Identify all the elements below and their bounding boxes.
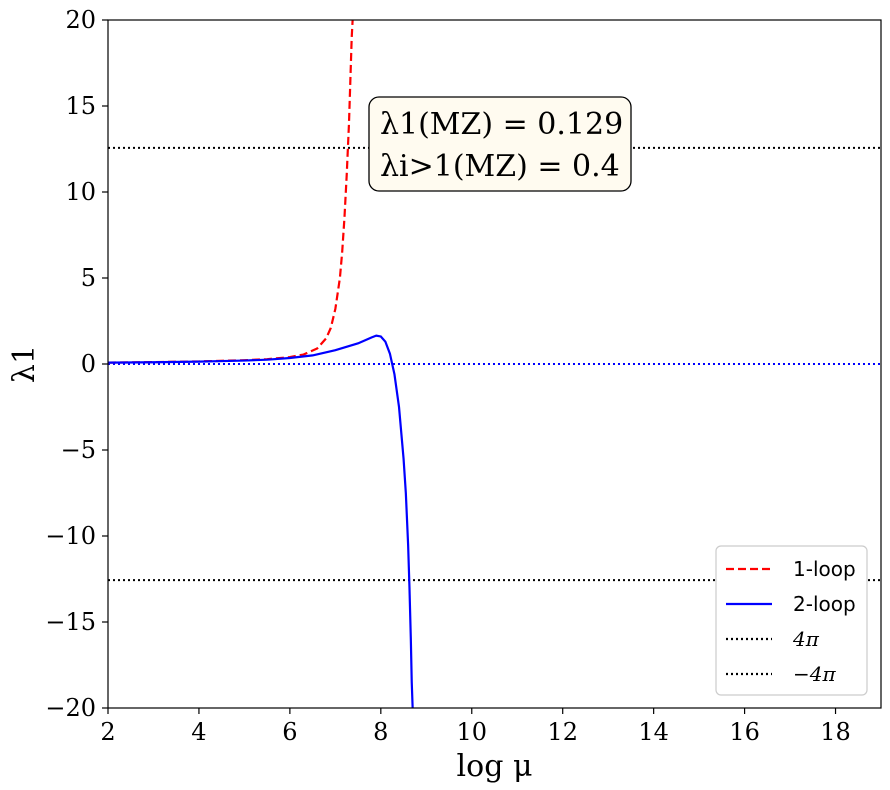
x-tick-label: 4 — [191, 718, 206, 746]
x-tick-label: 12 — [547, 718, 578, 746]
annotation-line-1: λ1(MZ) = 0.129 — [380, 107, 623, 142]
y-tick-label: −20 — [45, 694, 96, 722]
x-tick-label: 2 — [100, 718, 115, 746]
ticks: 2 4 6 8 10 12 14 16 18 −20 −15 −10 −5 0 5 10 15 20 — [45, 6, 850, 746]
legend-label: 4π — [792, 627, 820, 651]
legend-label: 1-loop — [793, 557, 856, 581]
annotation-frame — [368, 96, 632, 192]
x-tick-label: 10 — [456, 718, 487, 746]
legend: 1-loop 2-loop 4π −4π — [715, 545, 868, 696]
legend-label: 2-loop — [793, 592, 856, 616]
y-tick-label: 10 — [65, 178, 96, 206]
x-tick-label: 14 — [638, 718, 669, 746]
series-line-2 — [108, 334, 414, 708]
y-tick-label: 5 — [81, 264, 96, 292]
legend-label: −4π — [793, 662, 836, 686]
x-tick-label: 16 — [729, 718, 760, 746]
y-tick-label: 0 — [81, 350, 96, 378]
series-line-1 — [108, 20, 354, 364]
y-tick-label: −5 — [61, 436, 96, 464]
y-tick-label: 20 — [65, 6, 96, 34]
legend-frame — [715, 545, 868, 696]
x-tick-label: 8 — [373, 718, 388, 746]
x-tick-label: 6 — [282, 718, 297, 746]
annotation-line-2: λi>1(MZ) = 0.4 — [380, 149, 620, 184]
y-tick-label: −15 — [45, 608, 96, 636]
x-axis-label: log μ — [457, 749, 533, 784]
annotation-box: λ1(MZ) = 0.129 λi>1(MZ) = 0.4 — [368, 96, 632, 192]
x-tick-label: 18 — [820, 718, 851, 746]
y-axis-label: λ1 — [7, 345, 42, 383]
y-tick-label: 15 — [65, 92, 96, 120]
y-tick-label: −10 — [45, 522, 96, 550]
